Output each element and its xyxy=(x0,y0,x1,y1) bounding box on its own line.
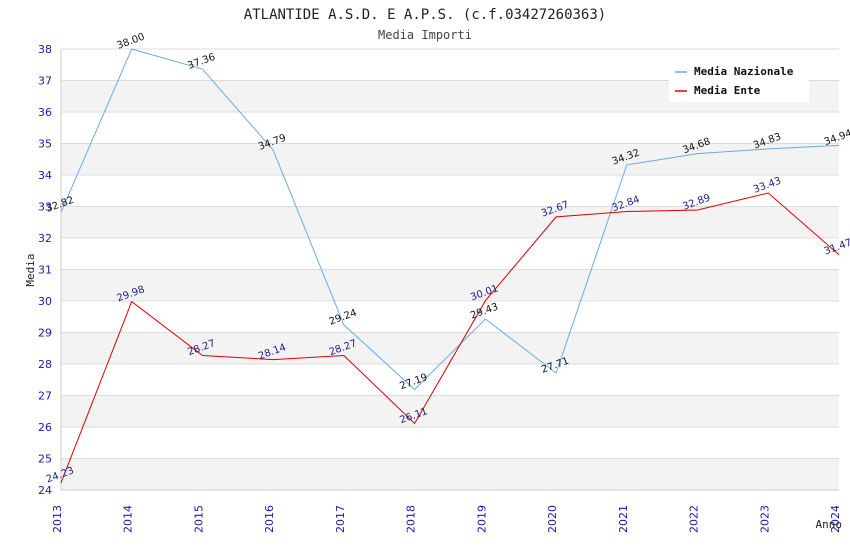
data-label-nazionale: 29.24 xyxy=(328,308,359,328)
y-tick-label: 30 xyxy=(38,295,52,308)
grid-bands xyxy=(61,80,839,490)
legend-box xyxy=(669,60,809,102)
x-tick-label: 2022 xyxy=(688,505,701,533)
y-tick-label: 35 xyxy=(38,138,52,151)
series-line-nazionale xyxy=(60,48,840,391)
y-tick-label: 31 xyxy=(38,264,52,277)
y-tick-label: 33 xyxy=(38,201,52,214)
x-axis-ticks: 2013 2014 2015 2016 2017 2018 2019 2020 2021 2022… xyxy=(51,505,842,533)
legend-label-nazionale: Media Nazionale xyxy=(694,65,794,78)
y-tick-label: 36 xyxy=(38,106,52,119)
x-tick-label: 2024 xyxy=(829,505,842,533)
y-tick-label: 26 xyxy=(38,421,52,434)
y-tick-label: 24 xyxy=(38,484,52,497)
y-tick-label: 25 xyxy=(38,453,52,466)
grid-band xyxy=(61,206,839,238)
x-tick-label: 2021 xyxy=(617,505,630,533)
y-tick-label: 32 xyxy=(38,232,52,245)
x-tick-label: 2013 xyxy=(51,505,64,533)
y-tick-label: 29 xyxy=(38,327,52,340)
y-tick-label: 38 xyxy=(38,43,52,56)
grid-band xyxy=(61,143,839,175)
x-axis-label: Anno xyxy=(816,518,843,531)
x-tick-label: 2018 xyxy=(405,505,418,533)
chart-subtitle: Media Importi xyxy=(378,28,472,42)
x-tick-label: 2017 xyxy=(334,505,347,533)
data-label-ente: 31.47 xyxy=(823,237,850,257)
grid-band xyxy=(61,458,839,490)
y-tick-label: 34 xyxy=(38,169,52,182)
series-line-ente xyxy=(60,192,840,483)
y-tick-label: 28 xyxy=(38,358,52,371)
grid-band xyxy=(61,395,839,427)
x-tick-label: 2014 xyxy=(122,505,135,533)
chart-title: ATLANTIDE A.S.D. E A.P.S. (c.f.034272603… xyxy=(244,7,606,23)
legend: Media Nazionale Media Ente xyxy=(669,60,809,102)
x-tick-label: 2020 xyxy=(546,505,559,533)
x-tick-label: 2023 xyxy=(758,505,771,533)
legend-label-ente: Media Ente xyxy=(694,84,761,97)
y-axis-label: Media xyxy=(24,253,37,286)
y-tick-label: 27 xyxy=(38,390,52,403)
x-tick-label: 2015 xyxy=(192,505,205,533)
y-axis-ticks: 24 25 26 27 28 29 30 31 32 33 34 35 36 37 38 xyxy=(38,43,52,497)
grid-lines xyxy=(60,48,839,491)
data-label-nazionale: 29.43 xyxy=(469,302,500,322)
x-tick-label: 2016 xyxy=(263,505,276,533)
grid-band xyxy=(61,269,839,301)
y-tick-label: 37 xyxy=(38,75,52,88)
grid-band xyxy=(61,332,839,364)
data-label-ente: 33.43 xyxy=(752,176,783,196)
x-tick-label: 2019 xyxy=(475,505,488,533)
series-lines xyxy=(60,48,840,483)
